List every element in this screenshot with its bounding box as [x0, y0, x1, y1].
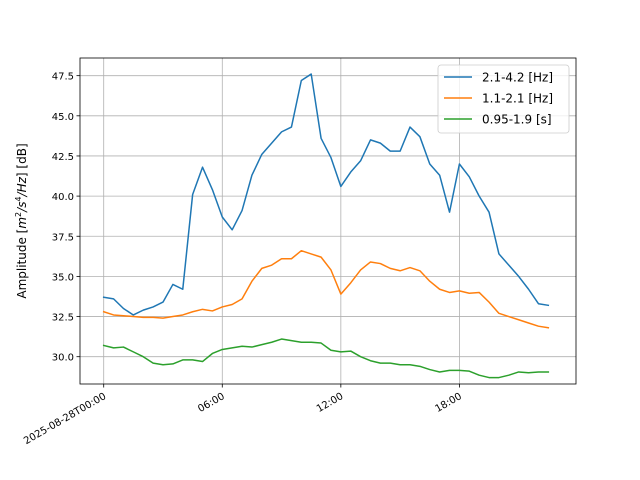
grid-lines	[80, 58, 576, 384]
series-line-1	[102, 73, 550, 316]
y-axis-label: Amplitude [m2/s4/Hz] [dB]	[14, 143, 29, 298]
series-line-2	[102, 249, 550, 329]
legend-label-3: 0.95-1.9 [s]	[482, 113, 552, 127]
y-axis-label-unit-m: m	[15, 217, 29, 229]
y-axis-label-prefix: Amplitude [	[15, 229, 29, 299]
legend-box	[437, 64, 570, 134]
y-axis-label-unit-s: /s	[15, 202, 29, 213]
y-axis-label-unit-sup4: 4	[14, 196, 23, 201]
plot-area	[102, 73, 550, 379]
y-tick-label: 45.0	[52, 112, 74, 123]
y-tick-label: 47.5	[52, 72, 74, 83]
legend-label-2: 1.1-2.1 [Hz]	[482, 92, 553, 106]
y-tick-label: 30.0	[52, 353, 74, 364]
y-tick-label: 37.5	[52, 232, 74, 243]
y-tick-label: 42.5	[52, 152, 74, 163]
legend-label-1: 2.1-4.2 [Hz]	[482, 71, 553, 85]
axes-frame	[79, 57, 577, 385]
y-axis-label-unit-sup2: 2	[14, 212, 23, 217]
y-tick-label: 40.0	[52, 192, 74, 203]
y-tick-label: 35.0	[52, 272, 74, 283]
y-tick-label: 32.5	[52, 313, 74, 324]
y-axis-label-unit-hz: /Hz	[15, 176, 29, 197]
y-axis-label-suffix: ] [dB]	[15, 143, 29, 177]
legend: 2.1-4.2 [Hz] 1.1-2.1 [Hz] 0.95-1.9 [s]	[437, 64, 570, 134]
series-line-3	[102, 338, 550, 379]
